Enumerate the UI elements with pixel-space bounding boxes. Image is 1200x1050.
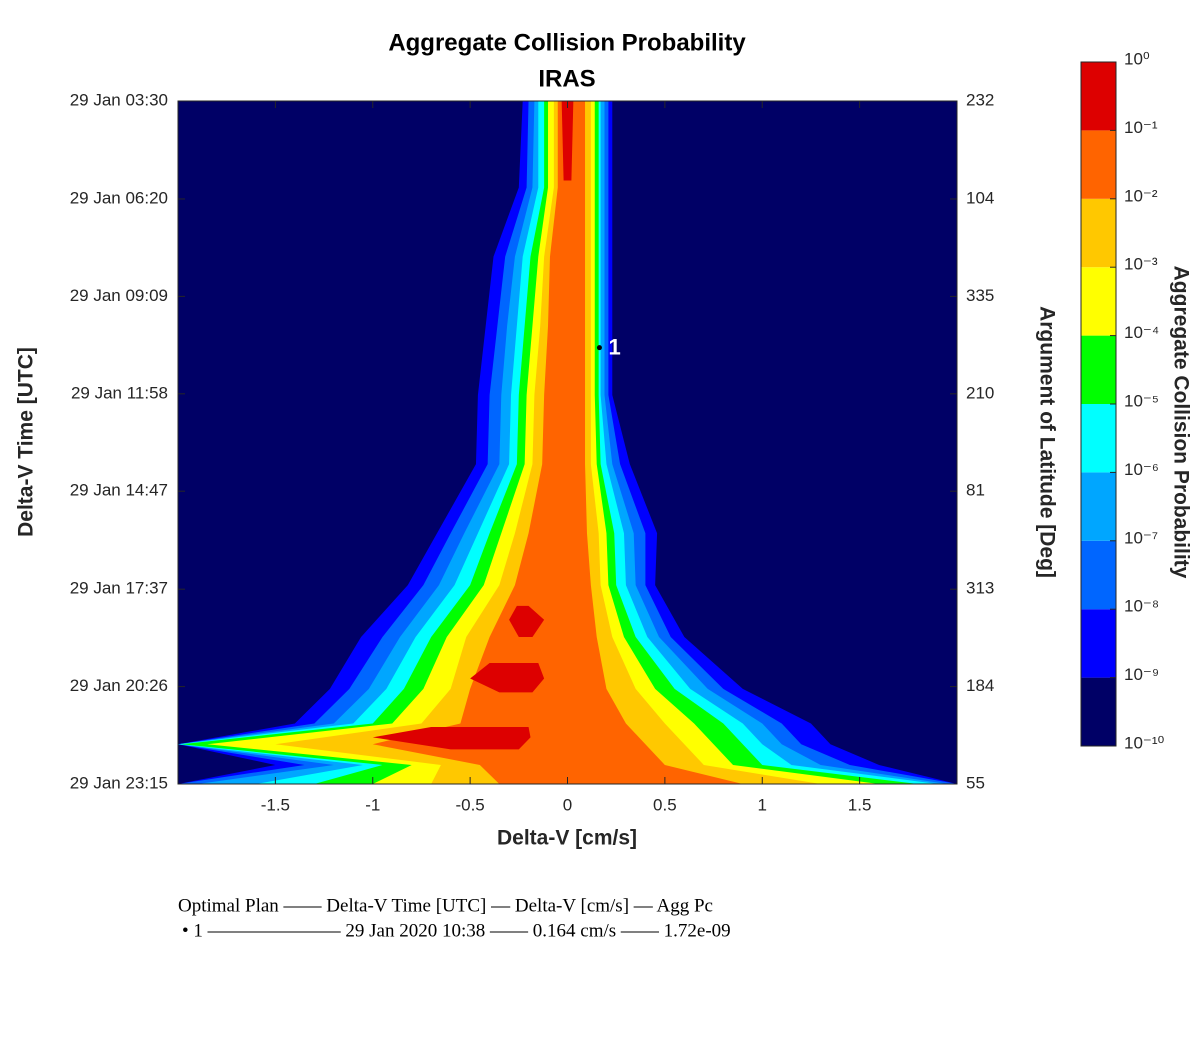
x-tick-label: 0.5 [653,795,677,814]
colorbar-segment [1081,472,1116,541]
colorbar-tick-label: 10⁻⁶ [1124,460,1159,479]
plan-table-row: • 1 ——————— 29 Jan 2020 10:38 —— 0.164 c… [182,920,731,941]
y2-axis-label: Argument of Latitude [Deg] [1035,306,1058,578]
y-tick-label: 29 Jan 06:20 [70,188,168,207]
colorbar-tick-label: 10⁻⁹ [1124,665,1159,684]
colorbar-segment [1081,267,1116,336]
colorbar-label: Aggregate Collision Probability [1169,266,1192,579]
colorbar-segment [1081,540,1116,610]
colorbar-tick-label: 10⁻⁵ [1124,391,1159,410]
plan-table-header: Optimal Plan —— Delta-V Time [UTC] — Del… [178,895,713,916]
x-tick-label: -0.5 [455,795,484,814]
y2-tick-label: 81 [966,481,985,500]
contour-island [470,662,545,693]
y-axis-label: Delta-V Time [UTC] [15,347,38,537]
colorbar-tick-label: 10⁻⁴ [1124,323,1159,342]
colorbar-segment [1081,62,1116,131]
optimal-plan-label: 1 [608,334,620,359]
y-tick-label: 29 Jan 11:58 [71,383,168,402]
colorbar-tick-label: 10⁻⁷ [1124,528,1158,547]
y2-tick-label: 313 [966,579,994,598]
x-tick-label: 1.5 [848,795,872,814]
y2-tick-label: 335 [966,286,994,305]
colorbar-tick-label: 10⁻² [1124,186,1158,205]
y-tick-label: 29 Jan 20:26 [70,676,168,695]
y-tick-label: 29 Jan 03:30 [70,90,168,109]
y2-tick-label: 104 [966,188,994,207]
chart-subtitle: IRAS [538,65,595,92]
x-axis-label: Delta-V [cm/s] [497,827,637,850]
colorbar-tick-label: 10⁰ [1124,49,1150,68]
y2-tick-label: 184 [966,676,994,695]
x-tick-label: -1 [365,795,380,814]
colorbar-segment [1081,404,1116,473]
contour-island [372,726,531,750]
contour-band [372,101,743,784]
x-tick-label: 0 [563,795,572,814]
y-tick-label: 29 Jan 14:47 [70,481,168,500]
colorbar-segment [1081,609,1116,678]
y2-tick-label: 232 [966,90,994,109]
colorbar-segment [1081,198,1116,268]
colorbar-segment [1081,677,1116,746]
x-tick-label: 1 [758,795,767,814]
contour-island [561,101,574,181]
y-tick-label: 29 Jan 09:09 [70,286,168,305]
optimal-plan-marker [596,345,602,351]
colorbar-tick-label: 10⁻⁸ [1124,597,1159,616]
y-tick-label: 29 Jan 23:15 [70,773,168,792]
plot-area [178,101,957,784]
contour-island [509,605,545,638]
y2-tick-label: 210 [966,383,994,402]
y-tick-label: 29 Jan 17:37 [70,579,168,598]
chart-title: Aggregate Collision Probability [388,29,746,56]
overlay: -1.5 -1 -0.5 0 0.5 1 1.5 29 Jan 03:30 232 29 Jan … [70,49,1165,814]
colorbar-tick-label: 10⁻³ [1124,255,1158,274]
colorbar-segment [1081,335,1116,404]
y2-tick-label: 55 [966,773,985,792]
colorbar-tick-label: 10⁻¹ [1124,118,1158,137]
x-tick-label: -1.5 [261,795,290,814]
colorbar-tick-label: 10⁻¹⁰ [1124,733,1165,752]
colorbar-segment [1081,130,1116,199]
